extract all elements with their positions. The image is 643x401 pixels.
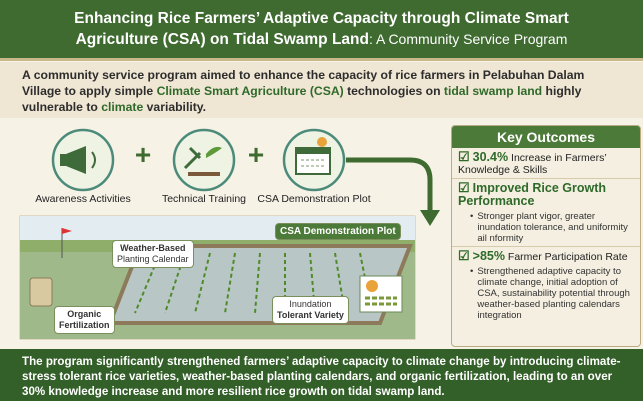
label-line: Tolerant Variety — [277, 310, 344, 320]
arrow — [346, 157, 433, 213]
bullet-dot: • — [470, 266, 474, 277]
outcome-head: ☑ Improved Rice Growth Performance — [458, 180, 634, 208]
plot-label: CSA Demonstration Plot — [275, 223, 401, 240]
footer: The program significantly strengthened f… — [0, 349, 643, 401]
outcome-head: ☑ 30.4% Increase in Farmers’ Knowledge & … — [458, 149, 634, 176]
outcome: ☑ >85% Farmer Participation Rate • Strength… — [452, 246, 640, 323]
header: Enhancing Rice Farmers’ Adaptive Capacit… — [0, 0, 643, 61]
subtitle: : A Community Service Program — [368, 30, 568, 47]
check-icon: ☑ — [458, 180, 470, 195]
plus: + — [135, 139, 151, 170]
intro-text: A community service program aimed to enh… — [22, 68, 585, 98]
bullet-text: Stronger plant vigor, greater inundation… — [477, 211, 628, 244]
label-line: Fertilization — [59, 320, 110, 330]
bullet-dot: • — [470, 211, 474, 222]
calendar-label: Weather-Based Planting Calendar — [112, 240, 194, 268]
intro-text: technologies on — [343, 84, 444, 98]
check-icon: ☑ — [458, 248, 470, 263]
step-icon — [282, 128, 346, 192]
outcome: ☑ 30.4% Increase in Farmers’ Knowledge & … — [452, 148, 640, 178]
intro: A community service program aimed to enh… — [0, 62, 643, 118]
step-label: Technical Training — [161, 193, 247, 205]
illustration: + + — [19, 128, 440, 340]
outcome-bullet: • Stronger plant vigor, greater inundatio… — [470, 211, 634, 244]
bullet-text: Strengthened adaptive capacity to climat… — [477, 266, 630, 321]
plus: + — [248, 139, 264, 170]
intro-highlight: climate — [101, 100, 144, 114]
arrow-head — [420, 210, 440, 226]
outcome: ☑ Improved Rice Growth Performance • Strong… — [452, 178, 640, 246]
outcome-list: ☑ 30.4% Increase in Farmers’ Knowledge & … — [452, 148, 640, 323]
label-line: Weather-Based — [120, 243, 186, 253]
label-line: Inundation — [289, 299, 332, 309]
outcome-text: Increase in Farmers’ Knowledge & Skills — [458, 152, 607, 176]
label-line: Organic — [67, 309, 102, 319]
intro-text: variability. — [143, 100, 207, 114]
outcome-bullet: • Strengthened adaptive capacity to clima… — [470, 266, 634, 321]
check-icon: ☑ — [458, 149, 470, 164]
step-icon — [51, 128, 115, 192]
fertilizer-label: Organic Fertilization — [54, 306, 115, 334]
intro-highlight: tidal swamp land — [443, 84, 543, 98]
outcomes-panel: Key Outcomes ☑ 30.4% Increase in Farmers’… — [451, 125, 641, 347]
outcomes-title: Key Outcomes — [452, 126, 640, 148]
title: Enhancing Rice Farmers’ Adaptive Capacit… — [74, 9, 569, 48]
outcome-text: Farmer Participation Rate — [504, 251, 628, 263]
step-label: Awareness Activities — [35, 193, 131, 205]
outcome-highlight: Improved Rice Growth Performance — [458, 181, 607, 208]
outcome-highlight: 30.4% — [472, 150, 509, 164]
variety-label: Inundation Tolerant Variety — [272, 296, 349, 324]
intro-highlight: Climate Smart Agriculture (CSA) — [156, 84, 344, 98]
outcome-highlight: >85% — [472, 249, 505, 263]
outcome-head: ☑ >85% Farmer Participation Rate — [458, 248, 634, 263]
label-line: Planting Calendar — [117, 254, 189, 264]
step-icon — [172, 128, 236, 192]
intro-text: highly vulnerable to — [22, 84, 582, 114]
step-label: CSA Demonstration Plot — [257, 193, 371, 205]
header-text: Enhancing Rice Farmers’ Adaptive Capacit… — [62, 9, 582, 50]
